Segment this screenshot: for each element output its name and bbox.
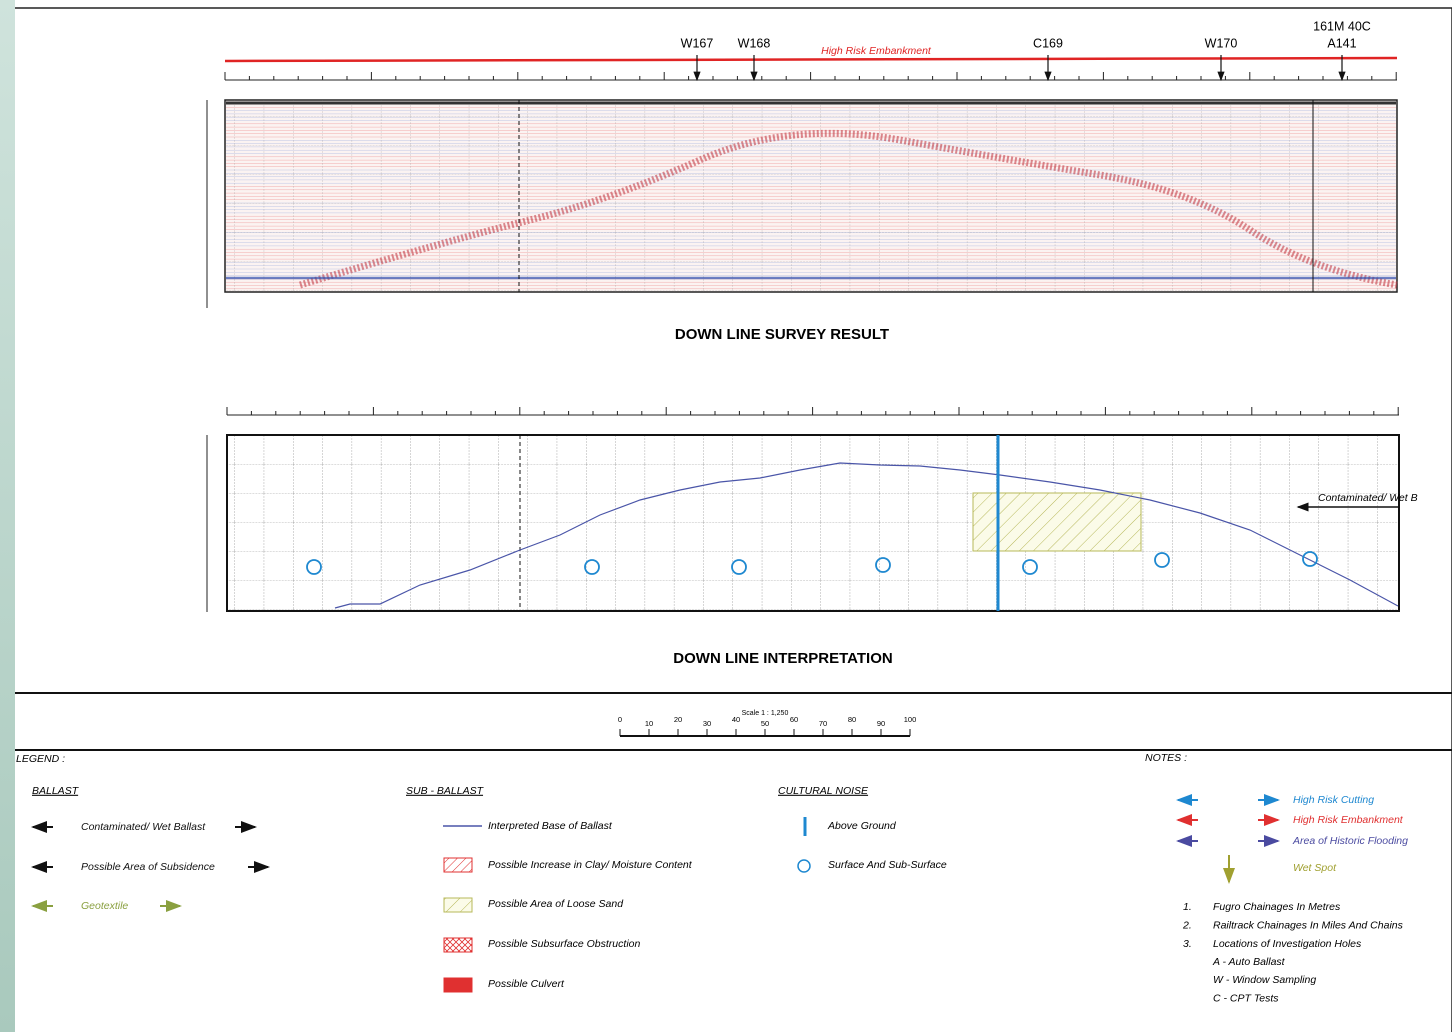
note-number: 2. (1182, 919, 1192, 931)
legend-heading: BALLAST (32, 785, 80, 797)
note-text: Railtrack Chainages In Miles And Chains (1213, 919, 1404, 931)
scale-tick-label: 20 (674, 715, 682, 724)
radar-grid (225, 100, 1397, 292)
marker-label: W168 (738, 36, 771, 50)
marker-label: A141 (1327, 36, 1356, 50)
scale-tick-label: 80 (848, 715, 856, 724)
legend-item: Above Ground (827, 820, 897, 832)
marker-label: W167 (681, 36, 714, 50)
legend-item: Possible Increase in Clay/ Moisture Cont… (488, 859, 693, 871)
note-item: High Risk Embankment (1293, 814, 1404, 826)
legend-title: LEGEND : (16, 753, 65, 765)
legend-item: Surface And Sub-Surface (828, 859, 947, 871)
note-item: Wet Spot (1293, 862, 1337, 874)
note-number: 1. (1183, 901, 1192, 913)
legend-item: Contaminated/ Wet Ballast (81, 821, 206, 833)
note-text: Fugro Chainages In Metres (1213, 901, 1341, 913)
legend-swatch (444, 898, 472, 912)
marker-sublabel: 161M 40C (1313, 19, 1371, 33)
legend-heading: SUB - BALLAST (406, 785, 485, 797)
scale-tick-label: 50 (761, 719, 769, 728)
legend-item: Possible Area of Subsidence (81, 861, 215, 873)
scale-tick-label: 30 (703, 719, 711, 728)
note-code: C - CPT Tests (1213, 992, 1279, 1004)
scale-tick-label: 100 (904, 715, 917, 724)
note-code: W - Window Sampling (1213, 974, 1316, 986)
note-number: 3. (1183, 938, 1192, 950)
scale-tick-label: 60 (790, 715, 798, 724)
interp-grid (227, 435, 1399, 611)
legend-circle (798, 860, 810, 872)
drawing: High Risk Embankment W167 W168 C169 W170 A141… (0, 0, 1452, 1032)
scale-label: Scale 1 : 1,250 (742, 710, 789, 717)
legend-item: Possible Subsurface Obstruction (488, 938, 640, 950)
legend-item: Possible Area of Loose Sand (488, 898, 624, 910)
risk-label: High Risk Embankment (821, 45, 932, 57)
legend-item: Interpreted Base of Ballast (488, 820, 613, 832)
note-text: Locations of Investigation Holes (1213, 938, 1362, 950)
legend-item: Geotextile (81, 900, 128, 912)
note-item: Area of Historic Flooding (1292, 835, 1408, 847)
scale-tick-label: 10 (645, 719, 653, 728)
side-strip (0, 0, 15, 1032)
legend-swatch (444, 938, 472, 952)
page: High Risk Embankment W167 W168 C169 W170 A141… (0, 0, 1452, 1032)
scale-tick-label: 70 (819, 719, 827, 728)
scale-tick-label: 40 (732, 715, 740, 724)
legend-swatch (444, 858, 472, 872)
arrow-label: Contaminated/ Wet B (1318, 492, 1418, 504)
section-title: DOWN LINE INTERPRETATION (673, 650, 892, 667)
note-code: A - Auto Ballast (1212, 956, 1286, 968)
notes-title: NOTES : (1145, 752, 1187, 764)
legend-item: Possible Culvert (488, 978, 565, 990)
scale-tick-label: 90 (877, 719, 885, 728)
note-item: High Risk Cutting (1293, 794, 1374, 806)
marker-label: W170 (1205, 36, 1238, 50)
legend-heading: CULTURAL NOISE (778, 785, 869, 797)
marker-label: C169 (1033, 36, 1063, 50)
legend-swatch (444, 978, 472, 992)
section-title: DOWN LINE SURVEY RESULT (675, 326, 889, 343)
scale-tick-label: 0 (618, 715, 622, 724)
